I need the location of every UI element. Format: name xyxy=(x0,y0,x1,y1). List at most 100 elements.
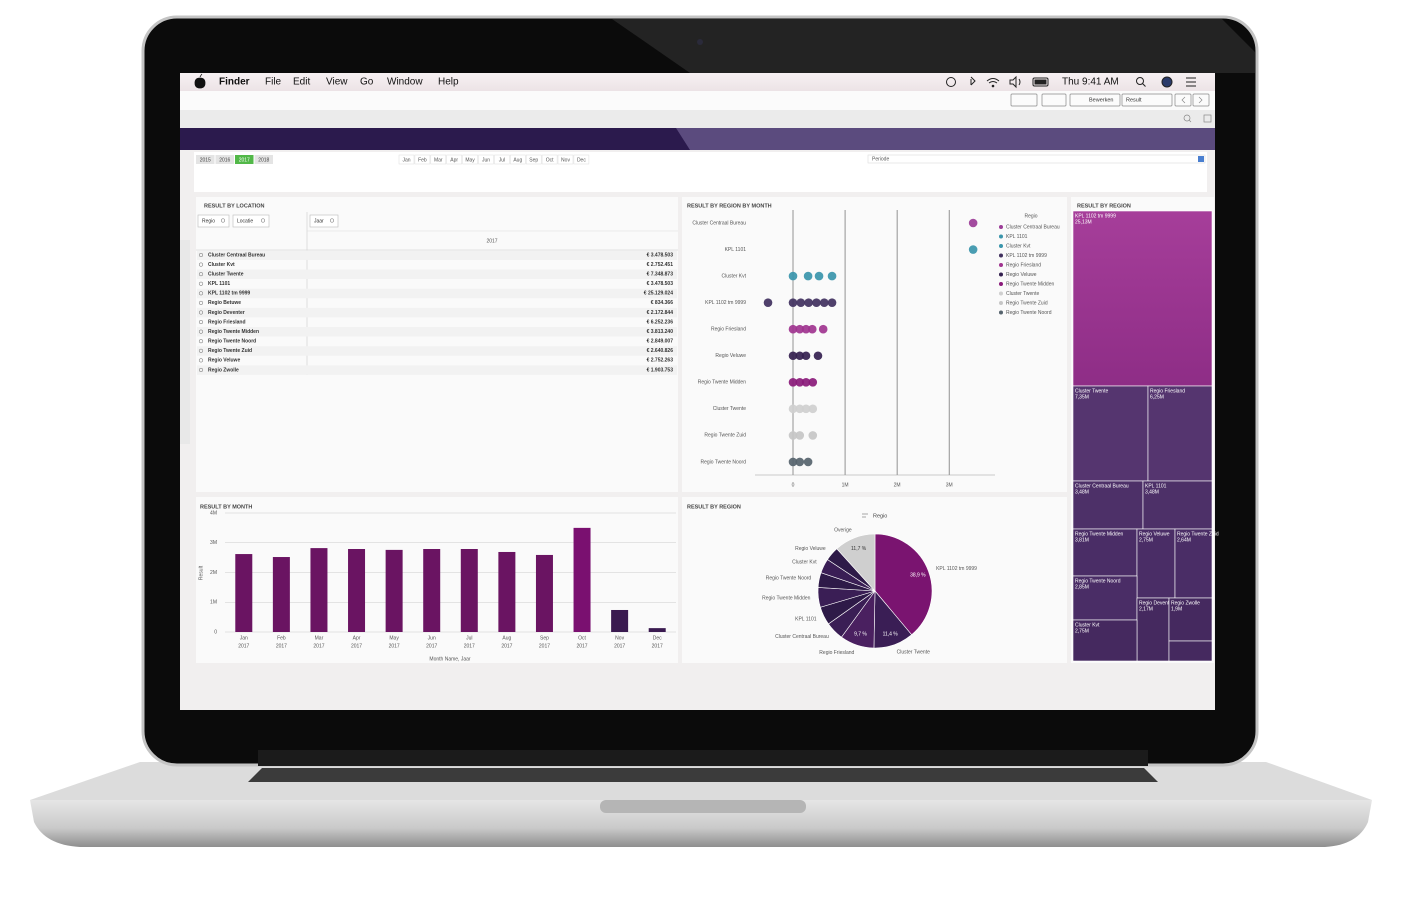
legend-label[interactable]: Regio Friesland xyxy=(1006,262,1041,268)
dot[interactable] xyxy=(803,271,813,281)
dot[interactable] xyxy=(968,245,978,254)
dot[interactable] xyxy=(812,298,821,307)
month-button[interactable] xyxy=(462,154,478,165)
toolbar-button[interactable]: Bewerken xyxy=(1089,97,1113,103)
apple-logo[interactable] xyxy=(194,73,206,89)
dot[interactable] xyxy=(788,351,798,361)
month-label[interactable]: Aug xyxy=(513,157,522,163)
month-button[interactable] xyxy=(494,154,510,165)
legend-label[interactable]: Regio Twente Midden xyxy=(1006,281,1054,287)
filter-button[interactable] xyxy=(197,214,230,228)
expand-icon[interactable] xyxy=(198,252,204,258)
dot[interactable] xyxy=(801,324,811,334)
treemap-tile[interactable] xyxy=(1072,528,1138,577)
month-label[interactable]: Feb xyxy=(418,157,427,163)
dot[interactable] xyxy=(808,431,818,440)
year-button[interactable] xyxy=(196,155,215,164)
month-label[interactable]: Jan xyxy=(402,157,410,163)
treemap-tile[interactable] xyxy=(1136,528,1176,599)
bar[interactable] xyxy=(535,554,553,632)
month-button[interactable] xyxy=(573,154,590,165)
dot[interactable] xyxy=(795,457,805,467)
bar[interactable] xyxy=(235,554,253,632)
treemap-tile[interactable] xyxy=(1072,480,1144,530)
year-label[interactable]: 2017 xyxy=(239,157,250,163)
month-label[interactable]: Mar xyxy=(434,157,443,163)
bar[interactable] xyxy=(348,548,366,632)
expand-icon[interactable] xyxy=(198,339,204,344)
month-button[interactable] xyxy=(525,154,542,165)
dot[interactable] xyxy=(788,404,798,414)
dot[interactable] xyxy=(819,298,829,307)
month-button[interactable] xyxy=(510,154,526,165)
month-label[interactable]: Apr xyxy=(450,157,458,163)
month-button[interactable] xyxy=(398,154,415,165)
legend-title[interactable]: Regio xyxy=(873,513,887,519)
bar[interactable] xyxy=(310,548,328,632)
bar[interactable] xyxy=(423,548,441,632)
menu-item[interactable]: View xyxy=(326,77,348,88)
filter-label[interactable]: Regio xyxy=(202,218,215,224)
year-button[interactable] xyxy=(215,155,235,164)
dot[interactable] xyxy=(788,431,798,440)
dot[interactable] xyxy=(968,218,978,228)
month-label[interactable]: Oct xyxy=(546,157,554,163)
month-button[interactable] xyxy=(414,154,431,165)
year-label[interactable]: 2015 xyxy=(200,157,211,163)
treemap-tile[interactable] xyxy=(1072,619,1138,662)
month-button[interactable] xyxy=(557,154,574,165)
month-button[interactable] xyxy=(478,154,494,165)
dot[interactable] xyxy=(795,324,805,334)
bar[interactable] xyxy=(648,628,666,632)
menu-item[interactable]: Finder xyxy=(219,77,250,88)
treemap-tile[interactable] xyxy=(1168,640,1213,662)
dot[interactable] xyxy=(795,351,805,361)
dot[interactable] xyxy=(788,271,798,281)
expand-icon[interactable] xyxy=(198,291,204,296)
bar[interactable] xyxy=(611,609,629,632)
treemap-tile[interactable] xyxy=(1072,210,1213,387)
filter-label[interactable]: Locatie xyxy=(237,218,253,224)
treemap-tile[interactable] xyxy=(1072,385,1149,482)
pie-slice[interactable] xyxy=(836,533,876,592)
year-label[interactable]: 2016 xyxy=(219,157,230,163)
dot[interactable] xyxy=(813,351,823,361)
treemap-tile[interactable] xyxy=(1142,480,1213,530)
period-button[interactable] xyxy=(1198,156,1204,162)
dot[interactable] xyxy=(818,324,828,334)
pie-slice[interactable] xyxy=(874,533,933,636)
legend-label[interactable]: Cluster Centraal Bureau xyxy=(1006,224,1060,230)
dot[interactable] xyxy=(801,351,811,361)
expand-icon[interactable] xyxy=(198,358,204,363)
expand-icon[interactable] xyxy=(198,272,204,277)
dot[interactable] xyxy=(814,271,824,281)
filter-label[interactable]: Jaar xyxy=(314,218,324,224)
month-label[interactable]: May xyxy=(465,157,475,163)
month-label[interactable]: Nov xyxy=(561,157,570,163)
menu-item[interactable]: Help xyxy=(438,77,459,88)
dot[interactable] xyxy=(808,378,818,387)
dot[interactable] xyxy=(801,404,811,414)
dot[interactable] xyxy=(807,324,817,334)
month-label[interactable]: Dec xyxy=(577,157,586,163)
dot[interactable] xyxy=(795,431,805,440)
dot[interactable] xyxy=(795,404,805,414)
filter-button[interactable] xyxy=(232,214,270,228)
legend-label[interactable]: Regio Veluwe xyxy=(1006,272,1037,278)
dot[interactable] xyxy=(763,298,773,307)
expand-icon[interactable] xyxy=(198,262,204,267)
dot[interactable] xyxy=(804,298,813,307)
legend-label[interactable]: KPL 1101 xyxy=(1006,234,1028,240)
month-label[interactable]: Jul xyxy=(499,157,505,163)
menu-item[interactable]: Window xyxy=(387,77,423,88)
menu-item[interactable]: Go xyxy=(360,77,374,88)
dot[interactable] xyxy=(788,457,798,467)
filter-button[interactable] xyxy=(309,214,339,228)
treemap-tile[interactable] xyxy=(1147,385,1213,482)
toolbar-icons[interactable] xyxy=(1010,93,1212,123)
legend-label[interactable]: Regio Twente Zuid xyxy=(1006,300,1048,306)
menu-item[interactable]: Edit xyxy=(293,77,310,88)
dot[interactable] xyxy=(795,378,805,387)
month-button[interactable] xyxy=(446,154,462,165)
dot[interactable] xyxy=(788,378,798,387)
